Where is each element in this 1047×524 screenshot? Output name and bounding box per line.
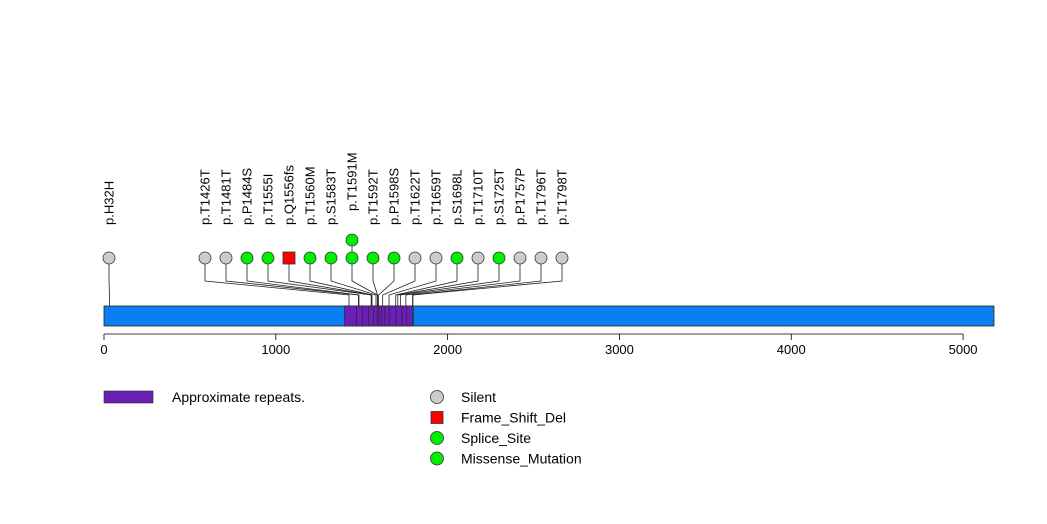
mutation-stem bbox=[372, 258, 378, 306]
legend-marker-circle bbox=[430, 451, 444, 466]
mutation-marker-circle bbox=[366, 251, 380, 265]
mutation-stem bbox=[395, 258, 458, 306]
legend-marker-circle bbox=[430, 431, 444, 445]
mutation-label: p.T1798T bbox=[555, 169, 570, 225]
mutation-stem bbox=[405, 258, 521, 306]
mutation-marker-circle bbox=[513, 251, 527, 265]
axis-tick-label: 2000 bbox=[433, 342, 462, 357]
mutation-label: p.S1725T bbox=[492, 169, 507, 225]
mutation-marker-circle bbox=[198, 251, 212, 265]
mutation-label: p.T1796T bbox=[534, 169, 549, 225]
legend-marker-circle bbox=[430, 390, 444, 404]
mutation-label: p.P1598S bbox=[387, 168, 402, 225]
domain-layer bbox=[103, 305, 995, 327]
mutation-stem bbox=[330, 258, 377, 306]
legend-domain-swatch bbox=[103, 390, 154, 404]
mutation-stem bbox=[288, 258, 372, 306]
mutation-stem bbox=[309, 258, 373, 306]
axis-tick-label: 3000 bbox=[605, 342, 634, 357]
legend-mutation-label: Missense_Mutation bbox=[461, 451, 582, 467]
mutation-label: p.T1592T bbox=[366, 169, 381, 225]
mutation-label: p.T1591M bbox=[345, 152, 360, 211]
mutation-stem bbox=[388, 258, 437, 306]
mutation-marker-circle bbox=[534, 251, 548, 265]
protein-bar bbox=[103, 305, 995, 327]
mutation-marker-circle bbox=[219, 251, 233, 265]
mutation-marker-circle bbox=[102, 251, 116, 265]
legend-mutation-label: Splice_Site bbox=[461, 430, 531, 446]
mutation-marker-circle bbox=[324, 251, 338, 265]
mutation-marker-circle bbox=[555, 251, 569, 265]
mutation-marker-circle bbox=[429, 251, 443, 265]
mutation-label: p.S1583T bbox=[324, 169, 339, 225]
axis-tick-label: 4000 bbox=[777, 342, 806, 357]
mutation-label: p.T1659T bbox=[429, 169, 444, 225]
marker-layer bbox=[102, 233, 569, 265]
mutation-marker-circle bbox=[240, 251, 254, 265]
legend-domain-label: Approximate repeats. bbox=[172, 389, 305, 405]
mutation-marker-circle bbox=[345, 233, 359, 247]
mutation-marker-circle bbox=[303, 251, 317, 265]
mutation-label: p.S1698L bbox=[450, 169, 465, 225]
mutation-marker-circle bbox=[261, 251, 275, 265]
mutation-stem bbox=[382, 258, 416, 306]
mutation-label: p.Q1556fs bbox=[282, 165, 297, 225]
mutation-label: p.T1555I bbox=[261, 174, 276, 225]
label-layer: p.H32H p.T1426T p.T1481T p.P1484S p.T1555I p.… bbox=[102, 152, 570, 225]
mutation-label: p.T1560M bbox=[303, 166, 318, 225]
mutation-marker-square bbox=[282, 251, 296, 265]
mutation-marker-circle bbox=[492, 251, 506, 265]
mutation-stem bbox=[412, 258, 563, 306]
mutation-stem bbox=[397, 258, 479, 306]
mutation-stem bbox=[204, 258, 350, 306]
axis-tick-label: 0 bbox=[100, 342, 107, 357]
mutation-label: p.H32H bbox=[102, 181, 117, 225]
mutation-stem bbox=[351, 240, 378, 306]
mutation-marker-circle bbox=[408, 251, 422, 265]
legend-mutation-label: Frame_Shift_Del bbox=[461, 410, 566, 426]
mutation-label: p.P1757P bbox=[513, 168, 528, 225]
legend-marker-square bbox=[430, 411, 444, 424]
mutation-marker-circle bbox=[471, 251, 485, 265]
legend: Approximate repeats. Silent Frame_Shift_De… bbox=[103, 389, 582, 467]
mutation-label: p.T1710T bbox=[471, 169, 486, 225]
mutation-marker-circle bbox=[345, 251, 359, 265]
mutation-label: p.T1481T bbox=[219, 169, 234, 225]
mutation-stem bbox=[267, 258, 372, 306]
mutation-label: p.T1622T bbox=[408, 169, 423, 225]
mutation-label: p.T1426T bbox=[198, 169, 213, 225]
axis-tick-label: 1000 bbox=[261, 342, 290, 357]
legend-mutation-label: Silent bbox=[461, 389, 496, 405]
mutation-stem bbox=[378, 258, 395, 306]
mutation-stem bbox=[399, 258, 500, 306]
mutation-marker-circle bbox=[450, 251, 464, 265]
mutation-stem bbox=[246, 258, 360, 306]
axis-tick-label: 5000 bbox=[949, 342, 978, 357]
mutation-marker-circle bbox=[387, 251, 401, 265]
stem-layer bbox=[108, 240, 563, 306]
x-axis: 0 1000 2000 3000 4000 5000 bbox=[100, 333, 978, 357]
mutation-stem bbox=[225, 258, 359, 306]
mutation-label: p.P1484S bbox=[240, 168, 255, 225]
